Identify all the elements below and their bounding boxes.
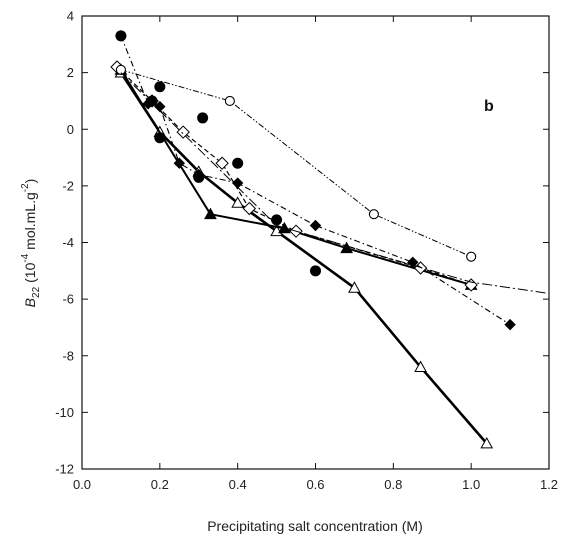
axis-ticks: 0.0 0.2 0.4 0.6 0.8 1.0 1.2 -12 -10 -8 -6 -4 -2 0 2 4 (55, 9, 558, 493)
series-3 (110, 60, 478, 292)
panel-label: b (484, 98, 494, 115)
data-point (204, 207, 217, 220)
x-tick-label: 0.0 (73, 477, 91, 492)
series-2 (114, 63, 478, 290)
series-line (116, 66, 472, 286)
series-line (120, 35, 511, 326)
x-tick-label: 1.0 (462, 477, 480, 492)
data-point (242, 201, 257, 216)
series-7 (120, 72, 550, 294)
data-point (154, 81, 166, 93)
x-tick-label: 1.2 (540, 477, 558, 492)
data-point (348, 281, 361, 293)
y-axis-symbol: B (22, 298, 38, 307)
y-tick-label: 2 (67, 65, 74, 80)
series-5 (115, 30, 321, 277)
data-point (278, 221, 291, 234)
x-tick-label: 0.8 (384, 477, 402, 492)
data-point (154, 132, 166, 144)
data-point (340, 241, 353, 254)
plot-frame (81, 15, 550, 470)
data-point (414, 360, 427, 372)
series-line (120, 69, 472, 286)
data-point (154, 100, 166, 113)
series-line (120, 72, 550, 294)
data-point (271, 214, 283, 226)
series-1 (114, 66, 494, 449)
y-axis-lead: (10 (22, 262, 38, 282)
data-point (231, 177, 244, 189)
y-tick-label: -4 (62, 235, 74, 250)
y-axis-exp2: -2 (20, 183, 31, 192)
data-point (115, 64, 126, 75)
y-axis-exp1: -4 (20, 253, 31, 262)
y-tick-label: -2 (62, 178, 74, 193)
series-layer (110, 30, 550, 449)
x-axis-title: Precipitating salt concentration (M) (207, 518, 423, 534)
data-point (224, 95, 235, 106)
data-point (197, 112, 209, 124)
x-tick-label: 0.6 (306, 477, 324, 492)
series-line (120, 69, 472, 258)
x-tick-label: 0.4 (229, 477, 247, 492)
data-point (215, 156, 229, 170)
data-point (504, 318, 516, 331)
x-tick-label: 0.2 (151, 477, 169, 492)
data-point (464, 278, 478, 292)
data-point (466, 251, 477, 262)
y-tick-label: -10 (55, 405, 74, 420)
data-point (146, 95, 158, 107)
data-point (309, 219, 322, 232)
series-6 (115, 64, 477, 262)
data-point (480, 436, 494, 449)
series-4 (115, 30, 516, 331)
y-axis-mid: mol.mL.g (22, 192, 38, 253)
y-tick-label: -6 (62, 292, 74, 307)
data-point (115, 30, 127, 42)
y-tick-label: 4 (67, 9, 74, 24)
y-axis-tail: ) (22, 179, 38, 184)
data-point (310, 265, 321, 277)
data-point (193, 171, 205, 183)
y-axis-title: B22 (10-4 mol.mL.g-2) (20, 179, 42, 308)
series-line (119, 71, 488, 445)
data-point (231, 196, 245, 208)
y-tick-label: 0 (67, 122, 74, 137)
y-axis-subscript: 22 (31, 286, 42, 298)
data-point (368, 209, 379, 220)
data-point (176, 125, 190, 139)
y-tick-label: -12 (55, 462, 74, 477)
data-point (173, 157, 185, 169)
data-point (232, 157, 244, 169)
y-tick-label: -8 (62, 348, 74, 363)
data-point (407, 256, 419, 269)
